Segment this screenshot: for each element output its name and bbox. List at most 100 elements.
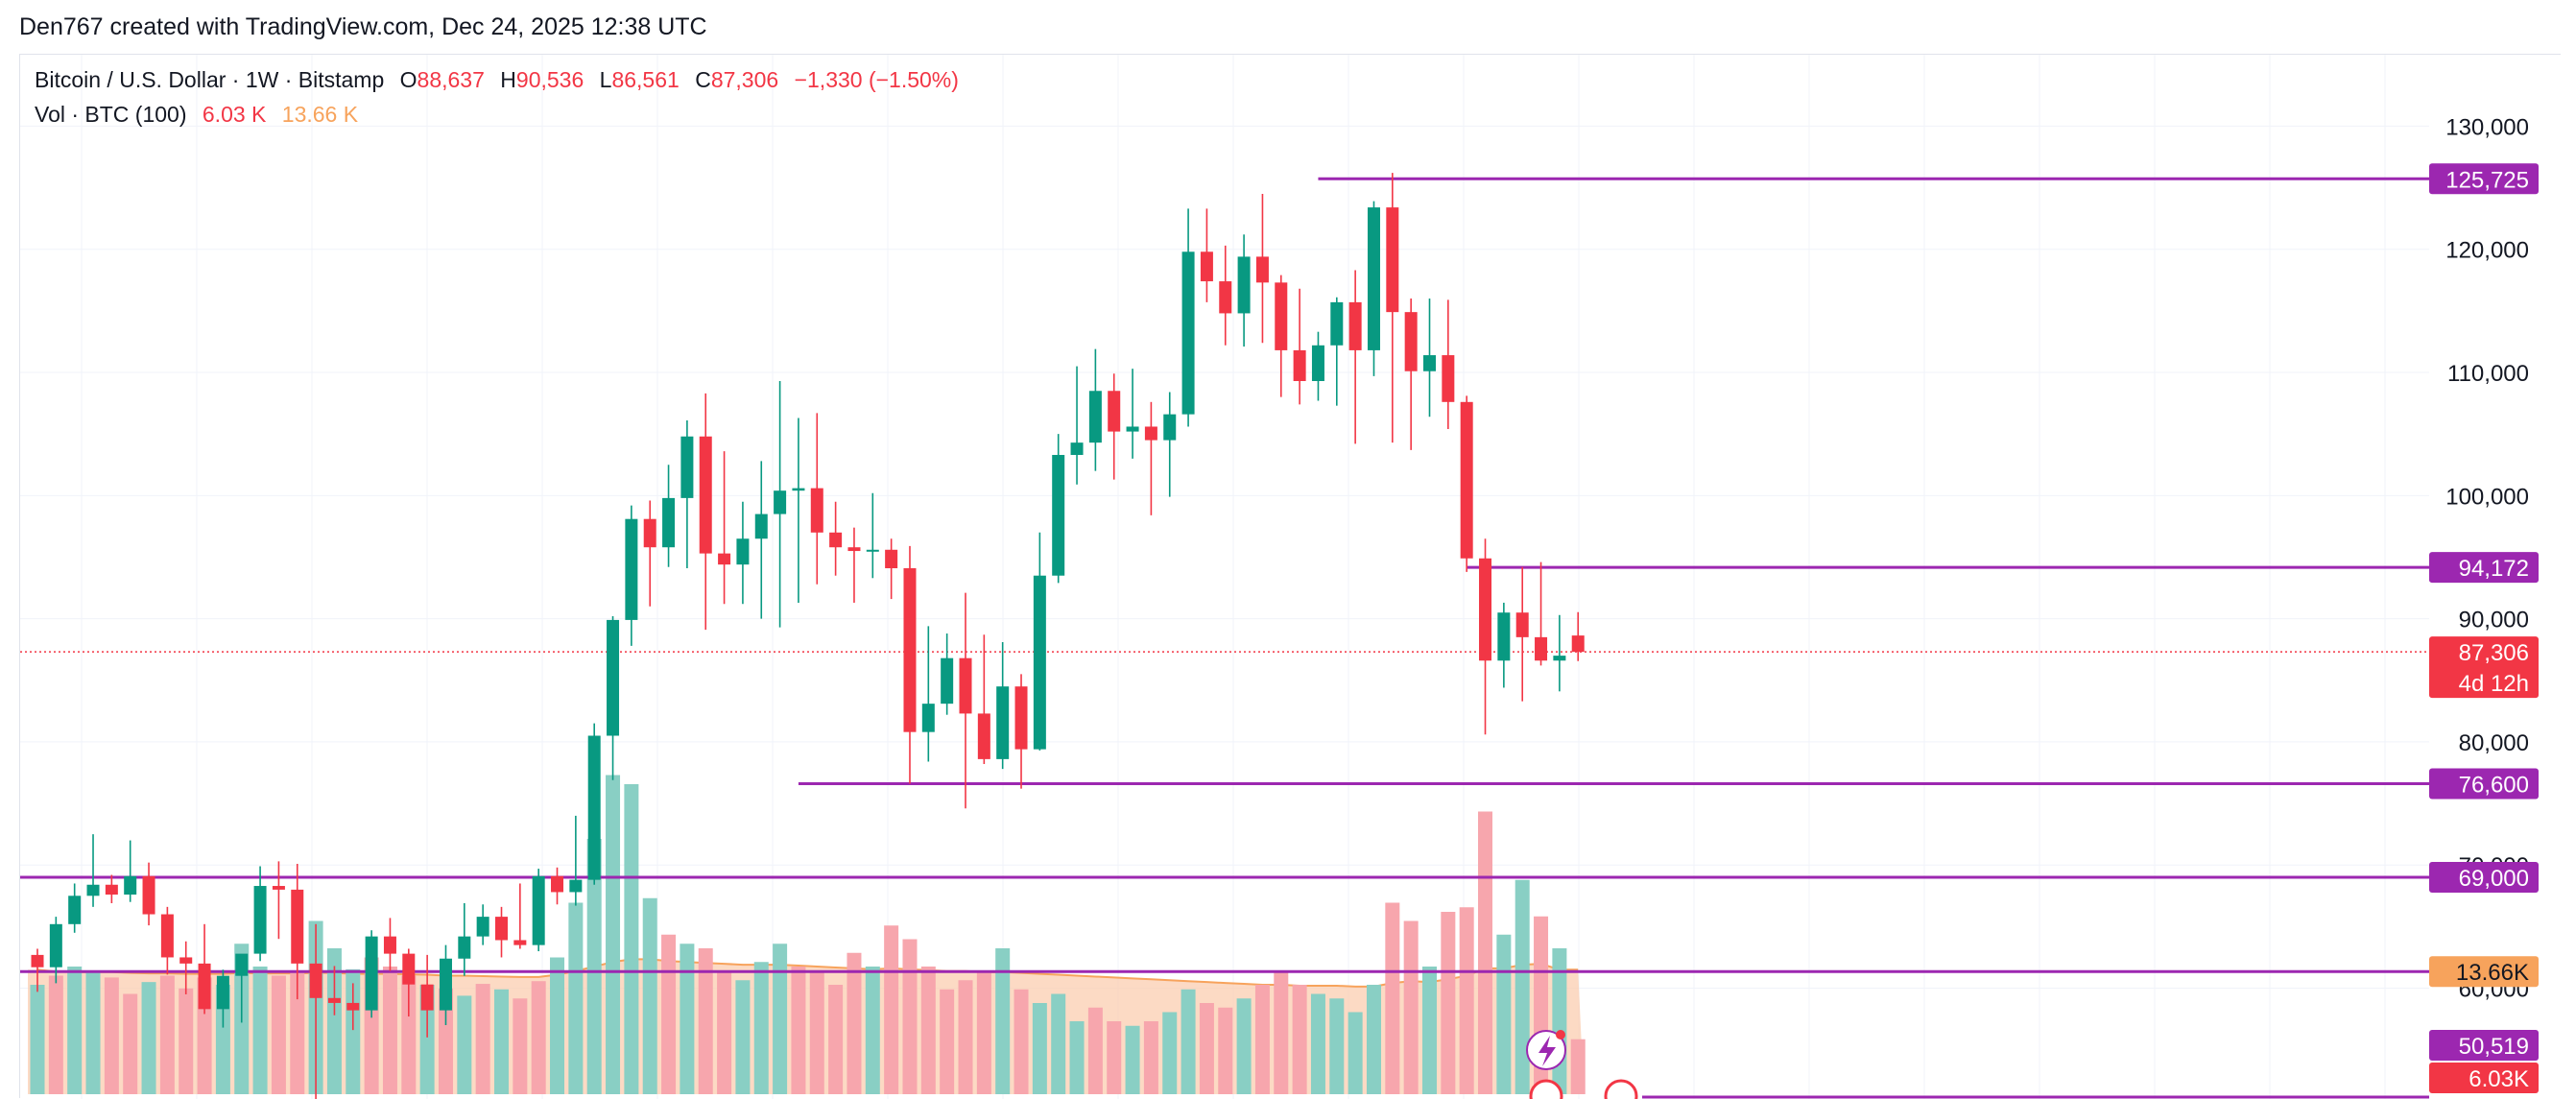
- candle-body: [291, 889, 304, 964]
- candle-body: [1367, 207, 1380, 350]
- candle-body: [1348, 301, 1362, 350]
- volume-bar: [735, 980, 751, 1094]
- price-chart-svg[interactable]: 130,000 120,000 110,000 100,000 90,000 80,000…: [20, 55, 2562, 1099]
- volume-bar: [1051, 993, 1066, 1094]
- candle-body: [439, 958, 452, 1011]
- candle-body: [607, 619, 620, 736]
- volume-bar: [179, 988, 194, 1094]
- candle-body: [1442, 355, 1455, 402]
- volume-badge-current-bg: [2429, 1063, 2539, 1093]
- last-price-badge: 87,306: [2459, 640, 2529, 666]
- candle-body: [1497, 612, 1511, 661]
- candle-body: [235, 953, 249, 976]
- candle-body: [774, 490, 787, 514]
- volume-bar: [680, 944, 695, 1094]
- candle-body: [736, 538, 750, 565]
- candle-body: [941, 657, 954, 705]
- close-value: 87,306: [710, 67, 779, 92]
- candle-body: [1070, 442, 1084, 455]
- candle-body: [309, 963, 322, 998]
- volume-bar: [606, 775, 621, 1094]
- volume-bar: [1254, 985, 1270, 1094]
- volume-bar: [290, 970, 305, 1094]
- volume-bar: [1478, 811, 1493, 1094]
- candle-body: [1144, 426, 1157, 441]
- ohlc-legend: Bitcoin / U.S. Dollar · 1W · Bitstamp O8…: [35, 67, 959, 93]
- low-label: L: [599, 67, 612, 92]
- symbol-title: Bitcoin / U.S. Dollar · 1W · Bitstamp: [35, 67, 385, 92]
- candle-body: [86, 884, 100, 896]
- volume-bar: [1087, 1007, 1103, 1094]
- volume-bar: [1292, 985, 1307, 1094]
- y-tick-label: 80,000: [2459, 730, 2529, 756]
- candle-body: [1553, 656, 1566, 661]
- candle-body: [1088, 391, 1102, 443]
- candle-body: [49, 923, 62, 968]
- candle-body: [662, 497, 676, 548]
- volume-bar: [976, 970, 991, 1094]
- candle-body: [569, 879, 583, 893]
- candle-body: [1163, 414, 1177, 441]
- candle-body: [1515, 612, 1529, 637]
- volume-bar: [252, 967, 268, 1094]
- volume-bar: [1032, 1003, 1047, 1094]
- candle-body: [1181, 251, 1195, 415]
- volume-bar: [958, 980, 973, 1094]
- candle-body: [885, 549, 898, 569]
- candle-body: [513, 940, 527, 945]
- high-value: 90,536: [515, 67, 584, 92]
- volume-bar: [159, 975, 175, 1094]
- candle-body: [327, 997, 341, 1003]
- candle-body: [1014, 686, 1028, 750]
- y-tick-label: 110,000: [2447, 361, 2529, 387]
- volume-bar: [67, 967, 83, 1094]
- candle-body: [1033, 575, 1046, 750]
- candle-body: [216, 975, 229, 1010]
- candle-body: [1126, 426, 1139, 432]
- lightning-icon: [1538, 1036, 1556, 1066]
- candle-body: [1386, 207, 1399, 313]
- volume-bar: [698, 948, 713, 1094]
- volume-bar: [1329, 998, 1345, 1094]
- candle-body: [921, 704, 935, 732]
- candle-body: [754, 514, 768, 539]
- price-level-badge: 69,000: [2459, 866, 2529, 892]
- chart-area[interactable]: 130,000 120,000 110,000 100,000 90,000 80,000…: [19, 54, 2562, 1099]
- volume-bar: [902, 939, 918, 1094]
- candle-body: [198, 963, 211, 1010]
- candle-body: [643, 518, 656, 548]
- volume-badge-level-bg: [2429, 1030, 2539, 1061]
- volume-bar: [1366, 985, 1381, 1094]
- volume-bar: [1162, 1012, 1178, 1094]
- candle-body: [402, 953, 416, 985]
- price-level-badge-bg: [2429, 552, 2539, 584]
- volume-bar: [1385, 902, 1400, 1094]
- candle-body: [718, 553, 731, 565]
- volume-bar: [1125, 1025, 1140, 1094]
- volume-bar: [1107, 1021, 1122, 1094]
- volume-bar: [1069, 1021, 1085, 1094]
- bar-countdown: 4d 12h: [2459, 671, 2529, 697]
- volume-bar: [1199, 1003, 1214, 1094]
- candle-body: [68, 896, 82, 924]
- candle-body: [31, 954, 44, 968]
- candle-body: [458, 936, 471, 959]
- volume-bar: [513, 998, 528, 1094]
- volume-bar: [642, 897, 657, 1094]
- volume-bar: [624, 784, 639, 1094]
- candle-body: [1311, 345, 1324, 381]
- volume-badge-level: 50,519: [2459, 1034, 2529, 1060]
- chart-attribution: Den767 created with TradingView.com, Dec…: [19, 13, 707, 40]
- volume-bar: [494, 989, 509, 1094]
- candle-body: [383, 936, 396, 954]
- candle-body: [1108, 391, 1121, 432]
- close-label: C: [695, 67, 711, 92]
- candle-body: [476, 917, 489, 937]
- volume-bar: [1459, 907, 1474, 1094]
- volume-bar: [401, 975, 417, 1094]
- volume-bar: [995, 948, 1011, 1094]
- volume-bar: [1403, 920, 1419, 1094]
- candle-body: [179, 957, 193, 964]
- candle-body: [699, 436, 712, 554]
- candle-body: [105, 884, 118, 896]
